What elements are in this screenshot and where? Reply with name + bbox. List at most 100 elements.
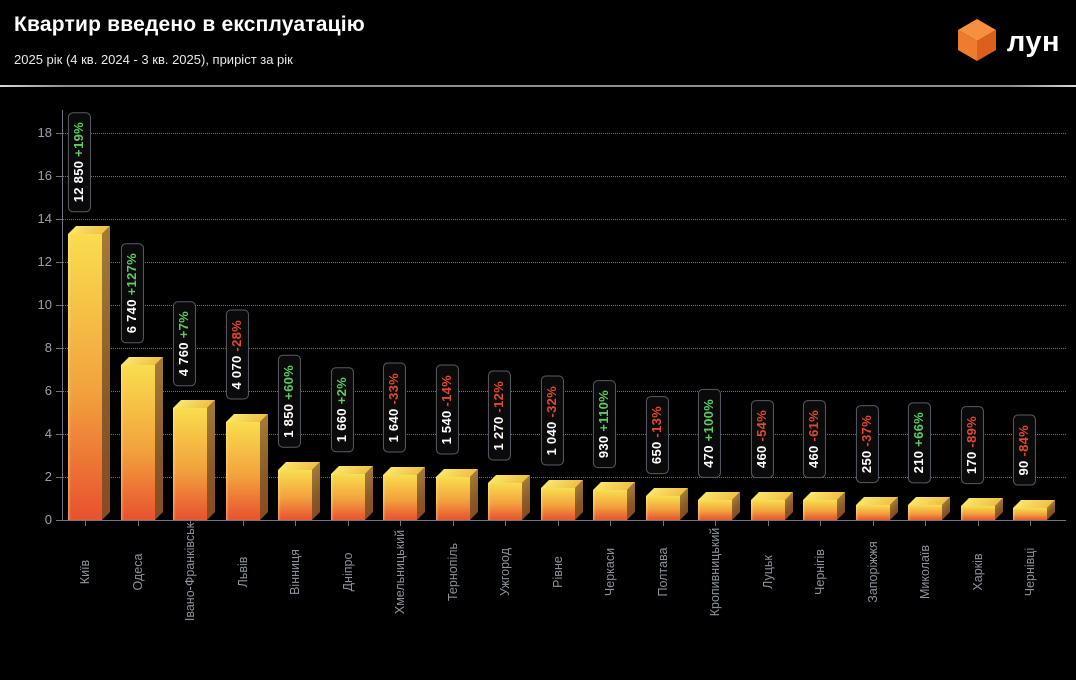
x-axis-line (62, 520, 1066, 521)
bar-value-label: 1 540 -14% (435, 365, 459, 455)
x-axis-label: Одеса (130, 553, 145, 591)
x-axis-label: Київ (78, 559, 92, 585)
bar-value-label: 12 850 +19% (68, 111, 91, 212)
bar-change-percent: +127% (123, 252, 139, 296)
x-axis-label: Івано-Франківськ (183, 522, 197, 622)
bar-change-percent: +60% (281, 365, 296, 401)
y-axis-tick-mark (56, 434, 62, 435)
bar-value-label: 1 040 -32% (540, 376, 564, 466)
bar-change-percent: -61% (806, 409, 821, 442)
bar-value-label: 210 +66% (908, 401, 931, 483)
x-axis-label: Кропивницький (708, 527, 722, 617)
y-axis-tick-mark (56, 133, 62, 134)
bar-change-percent: -89% (963, 415, 979, 448)
bar-side-face (154, 357, 163, 520)
gridline (62, 262, 1066, 263)
bar-change-percent: +19% (71, 121, 86, 157)
bar-value-label: 6 740 +127% (120, 242, 144, 343)
x-axis-label: Чернігів (813, 549, 827, 595)
bar (855, 505, 890, 520)
gridline (62, 434, 1066, 435)
bar-side-face (259, 414, 268, 520)
bar-value: 210 (911, 446, 926, 473)
bar-change-percent: -13% (648, 405, 664, 438)
bar-value-label: 170 -89% (960, 405, 984, 484)
x-axis-label: Луцьк (760, 555, 775, 589)
x-axis-label: Дніпро (340, 552, 355, 592)
gridline (62, 391, 1066, 392)
bar-top-face (120, 357, 163, 365)
x-axis-label: Харків (970, 553, 985, 591)
bar-value: 1 540 (438, 407, 454, 445)
x-axis-tick-mark (400, 520, 401, 526)
brand-logo: лун (956, 16, 1060, 68)
x-axis-tick-mark (610, 520, 611, 526)
x-axis-tick-mark (1030, 520, 1031, 526)
bar-top-face (540, 480, 583, 488)
y-axis-tick-mark (56, 262, 62, 263)
gridline (62, 219, 1066, 220)
bar-top-face (960, 498, 1003, 506)
bar-top-face (435, 469, 478, 477)
bar-change-percent: -37% (858, 414, 874, 447)
bar-value-label: 460 -54% (750, 399, 774, 478)
bar-change-percent: +2% (333, 376, 349, 405)
bar-value-label: 1 270 -12% (488, 371, 511, 461)
bar-side-face (364, 466, 373, 520)
x-axis-label: Ужгород (498, 547, 512, 597)
bar-value: 1 270 (491, 413, 506, 451)
bar-value-label: 930 +110% (593, 379, 616, 468)
x-axis-tick-mark (557, 520, 559, 526)
bar-value-label: 1 660 +2% (330, 366, 354, 452)
y-axis-tick-label: 16 (37, 168, 52, 183)
bar-top-face (330, 466, 373, 474)
bar-value-label: 90 -84% (1013, 415, 1036, 486)
y-axis-tick-label: 6 (44, 383, 52, 398)
bar (645, 496, 680, 520)
x-axis-tick-mark (977, 520, 979, 526)
bar-value: 930 (596, 431, 611, 458)
bar (225, 422, 260, 520)
y-axis-tick-mark (56, 219, 62, 220)
x-axis-label: Хмельницький (393, 529, 407, 615)
page-subtitle: 2025 рік (4 кв. 2024 - 3 кв. 2025), прир… (14, 52, 293, 67)
y-axis-tick-mark (56, 477, 62, 478)
x-axis-tick-mark (242, 520, 244, 526)
page-title: Квартир введено в експлуатацію (14, 13, 365, 36)
bar-value: 460 (806, 441, 821, 468)
y-axis-tick-label: 8 (44, 340, 52, 355)
cube-logo-icon (956, 17, 998, 68)
y-axis-line (62, 110, 63, 520)
y-axis-tick-label: 18 (37, 125, 52, 140)
bar-change-percent: -28% (228, 320, 244, 353)
bar-value-label: 1 850 +60% (278, 355, 301, 448)
bar-value: 1 040 (543, 418, 559, 456)
bar-top-face (750, 492, 793, 500)
gridline (62, 176, 1066, 177)
x-axis-label: Чернівці (1023, 547, 1037, 597)
bar-side-face (207, 400, 215, 520)
x-axis-tick-mark (872, 520, 874, 526)
y-axis-tick-label: 2 (44, 469, 52, 484)
bar-change-percent: +110% (596, 389, 611, 432)
y-axis-tick-label: 14 (37, 211, 52, 226)
bar (960, 506, 995, 520)
x-axis-label: Львів (235, 556, 250, 588)
bar (68, 234, 102, 520)
x-axis-tick-mark (85, 520, 86, 526)
bar (330, 474, 365, 520)
y-axis-tick-label: 0 (44, 512, 52, 527)
bar-change-percent: -33% (386, 373, 401, 406)
bar (1013, 508, 1047, 520)
bar-value-label: 650 -13% (645, 395, 669, 474)
bar (593, 490, 627, 520)
bar-value: 12 850 (71, 156, 86, 202)
gridline (62, 348, 1066, 349)
bar (435, 477, 470, 520)
bar-top-face (225, 414, 268, 422)
x-axis-label: Полтава (655, 547, 670, 597)
x-axis-tick-mark (452, 520, 454, 526)
x-axis-label: Запоріжжя (865, 541, 880, 603)
bar-value: 1 660 (333, 404, 349, 442)
